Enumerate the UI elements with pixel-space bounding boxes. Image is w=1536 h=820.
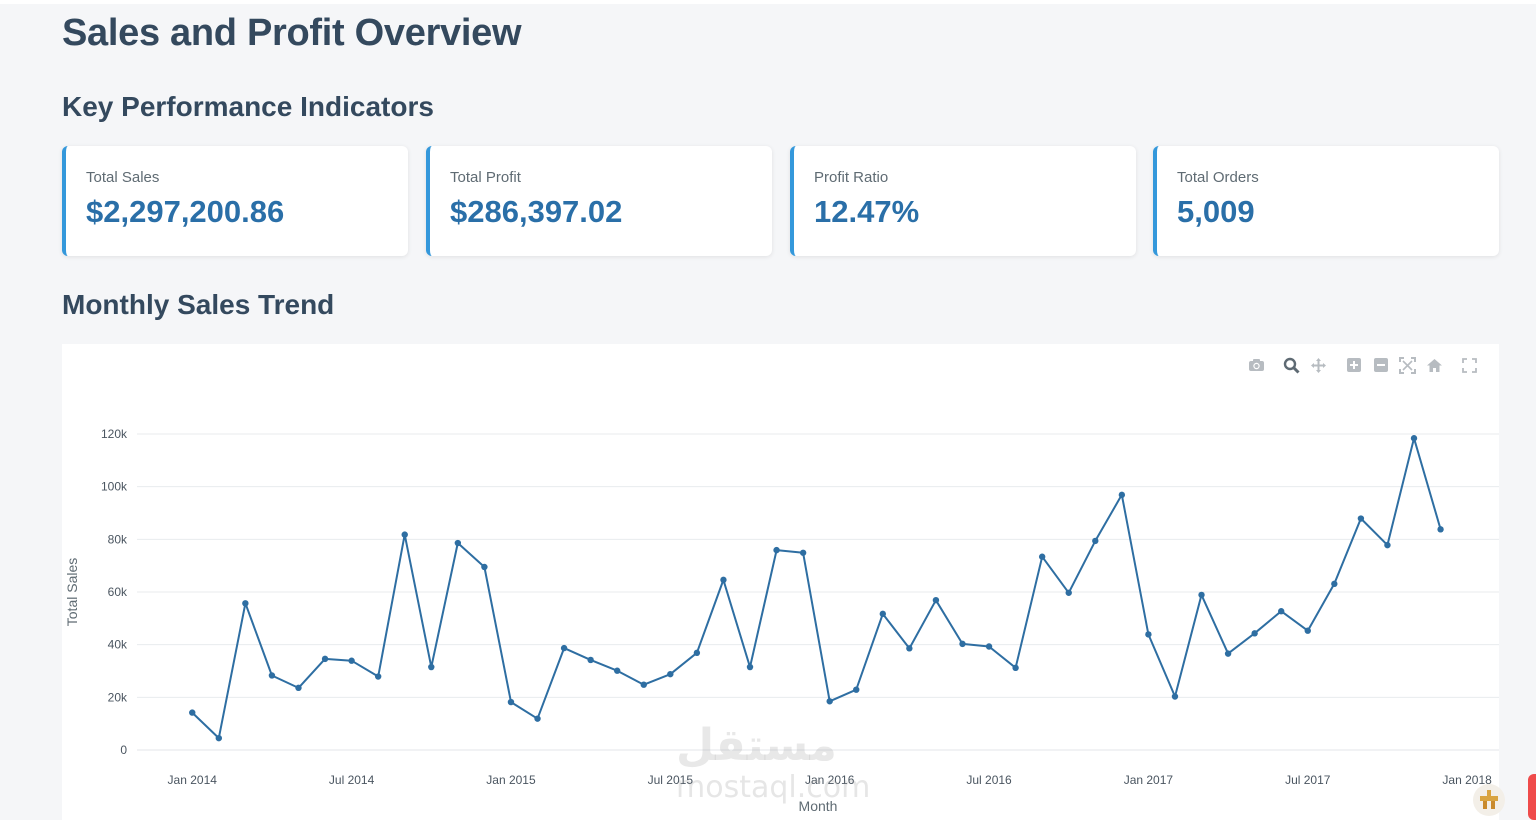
- y-tick-label: 20k: [108, 690, 128, 704]
- data-point: [454, 539, 462, 547]
- x-tick-label: Jan 2018: [1442, 773, 1492, 787]
- trend-section-title: Monthly Sales Trend: [62, 289, 335, 320]
- data-point: [667, 670, 674, 678]
- kpi-card-profit-ratio: Profit Ratio 12.47%: [790, 146, 1136, 256]
- data-point: [1437, 526, 1444, 533]
- data-point: [268, 672, 276, 679]
- data-point: [295, 684, 302, 692]
- data-point: [1171, 693, 1179, 700]
- kpi-value: $2,297,200.86: [86, 194, 285, 229]
- page-title: Sales and Profit Overview: [62, 12, 522, 54]
- data-point: [693, 649, 701, 657]
- data-point: [773, 546, 780, 554]
- x-tick-label: Jul 2016: [966, 773, 1012, 787]
- data-point: [560, 644, 568, 652]
- data-point: [746, 663, 754, 671]
- data-point: [401, 531, 408, 538]
- data-point: [1224, 650, 1232, 657]
- top-strip: [0, 0, 1536, 4]
- kpi-label: Profit Ratio: [814, 169, 889, 186]
- fullscreen-icon[interactable]: [1456, 355, 1483, 375]
- data-point: [1145, 631, 1152, 638]
- data-point: [1118, 491, 1126, 499]
- x-tick-label: Jul 2015: [648, 773, 694, 787]
- x-tick-label: Jul 2014: [329, 773, 375, 787]
- data-point: [1092, 537, 1099, 545]
- y-tick-label: 100k: [101, 480, 128, 494]
- data-point: [799, 549, 807, 556]
- data-point: [826, 698, 833, 705]
- data-point: [906, 645, 913, 652]
- data-point: [587, 656, 594, 664]
- sales-trend-line-chart: 0 20k 40k 60k 80k 100k 120k Jan 2014 Jul 2014 Jan…: [64, 427, 1499, 814]
- data-point: [614, 667, 621, 674]
- x-tick-label: Jan 2015: [486, 773, 536, 787]
- kpi-card-total-orders: Total Orders 5,009: [1153, 146, 1499, 256]
- data-point: [348, 657, 355, 664]
- x-tick-label: Jan 2016: [805, 773, 855, 787]
- sales-trend-chart-panel: 0 20k 40k 60k 80k 100k 120k Jan 2014 Jul 2014 Jan…: [62, 344, 1499, 820]
- data-point: [481, 563, 488, 571]
- pan-icon[interactable]: [1305, 355, 1332, 375]
- kpi-value: 5,009: [1177, 194, 1255, 229]
- zoom-out-icon[interactable]: [1367, 355, 1394, 375]
- data-point: [215, 734, 223, 742]
- data-point: [321, 655, 329, 663]
- sales-line: [191, 437, 1442, 740]
- y-tick-label: 80k: [108, 532, 128, 546]
- y-tick-label: 120k: [101, 427, 128, 441]
- y-tick-label: 60k: [108, 585, 128, 599]
- kpi-row: Total Sales $2,297,200.86 Total Profit $…: [62, 146, 1499, 256]
- data-point: [1384, 541, 1391, 549]
- y-tick-label: 0: [120, 743, 127, 757]
- chart-modebar: [1243, 355, 1483, 375]
- data-point: [534, 715, 541, 722]
- data-point: [1331, 580, 1338, 588]
- data-point: [959, 640, 966, 648]
- zoom-in-icon[interactable]: [1340, 355, 1367, 375]
- y-axis-title: Total Sales: [64, 558, 80, 626]
- data-point: [1038, 553, 1046, 560]
- camera-icon[interactable]: [1243, 355, 1270, 375]
- data-point: [1012, 664, 1019, 672]
- x-tick-label: Jan 2017: [1124, 773, 1174, 787]
- kpi-label: Total Sales: [86, 169, 160, 186]
- data-point: [1251, 630, 1258, 637]
- reset-axes-icon[interactable]: [1421, 355, 1448, 375]
- data-point: [1304, 627, 1311, 634]
- data-point: [720, 576, 727, 584]
- kpi-value: 12.47%: [814, 194, 920, 229]
- data-point: [242, 600, 249, 607]
- x-tick-label: Jul 2017: [1285, 773, 1331, 787]
- corner-logo-icon[interactable]: [1473, 784, 1505, 816]
- zoom-icon[interactable]: [1278, 355, 1305, 375]
- kpi-value: $286,397.02: [450, 194, 623, 229]
- autoscale-icon[interactable]: [1394, 355, 1421, 375]
- kpi-section-title: Key Performance Indicators: [62, 91, 434, 122]
- kpi-card-total-profit: Total Profit $286,397.02: [426, 146, 772, 256]
- data-point: [374, 673, 382, 680]
- kpi-label: Total Orders: [1177, 169, 1259, 186]
- data-point: [189, 709, 196, 716]
- x-axis-title: Month: [799, 798, 838, 814]
- kpi-label: Total Profit: [450, 169, 521, 186]
- data-point: [985, 643, 993, 650]
- data-point: [507, 698, 515, 706]
- data-point: [1357, 515, 1365, 522]
- data-point: [1065, 589, 1072, 596]
- data-point: [932, 596, 940, 604]
- data-point: [428, 663, 435, 671]
- data-point: [853, 686, 860, 693]
- x-tick-label: Jan 2014: [168, 773, 218, 787]
- data-point: [1278, 608, 1285, 615]
- data-point: [879, 610, 887, 618]
- side-tab[interactable]: [1528, 774, 1536, 820]
- kpi-card-total-sales: Total Sales $2,297,200.86: [62, 146, 408, 256]
- y-tick-label: 40k: [108, 638, 128, 652]
- data-point: [1198, 591, 1205, 599]
- data-point: [640, 681, 647, 688]
- data-point: [1410, 435, 1418, 442]
